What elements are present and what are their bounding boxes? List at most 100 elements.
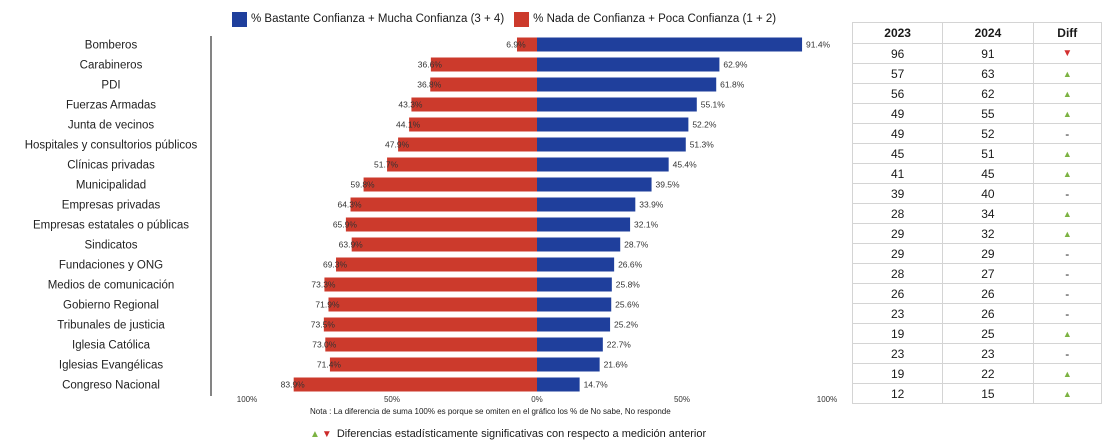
bar-label-no-confidence: 47.9%: [385, 140, 410, 150]
table-header-row: 2023 2024 Diff: [851, 22, 1103, 44]
cell-diff: -: [1032, 303, 1103, 324]
cell-2024: 51: [942, 143, 1034, 164]
bar-label-confidence: 22.7%: [607, 340, 632, 350]
category-label: Junta de vecinos: [68, 120, 155, 132]
bar-label-no-confidence: 64.3%: [337, 200, 362, 210]
bar-no-confidence: [351, 237, 537, 252]
table-row: 26 26-: [851, 283, 1103, 304]
bar-confidence: [537, 137, 686, 152]
bar-label-no-confidence: 71.4%: [317, 360, 342, 370]
bar-label-no-confidence: 59.8%: [351, 180, 376, 190]
chart-note: Nota : La diferencia de suma 100% es por…: [310, 407, 671, 416]
bar-label-confidence: 21.6%: [604, 360, 629, 370]
cell-2023: 28: [851, 203, 944, 224]
cell-2024: 32: [942, 223, 1034, 244]
cell-2023: 49: [851, 103, 944, 124]
bar-label-confidence: 33.9%: [639, 200, 664, 210]
cell-2023: 19: [851, 323, 944, 344]
bar-confidence: [537, 257, 615, 272]
cell-diff: ▲: [1032, 83, 1103, 104]
comparison-table: 2023 2024 Diff 96 91 ▼ 57 63 ▲ 56 62 ▲ 49 55 ▲ 49 52-…: [851, 22, 1103, 404]
down-arrow-icon: ▼: [321, 428, 332, 440]
bar-confidence: [537, 237, 621, 252]
bar-no-confidence: [350, 197, 537, 212]
bar-label-confidence: 52.2%: [692, 120, 717, 130]
cell-2023: 12: [851, 383, 944, 404]
bar-label-no-confidence: 73.3%: [311, 280, 336, 290]
bar-confidence: [537, 377, 580, 392]
table-row: 39 40-: [851, 183, 1103, 204]
cell-2023: 57: [851, 63, 944, 84]
bar-label-confidence: 28.7%: [624, 240, 649, 250]
x-tick-label: 50%: [384, 395, 400, 404]
cell-2024: 62: [942, 83, 1034, 104]
bar-label-no-confidence: 63.9%: [339, 240, 364, 250]
x-tick-label: 100%: [817, 395, 837, 404]
cell-2024: 15: [942, 383, 1034, 404]
table-row: 49 55 ▲: [851, 103, 1103, 124]
up-arrow-icon: ▲: [310, 428, 320, 440]
cell-diff: -: [1032, 123, 1103, 144]
bar-no-confidence: [430, 77, 537, 92]
bar-confidence: [537, 77, 717, 92]
bar-label-no-confidence: 69.3%: [323, 260, 348, 270]
bar-label-confidence: 25.2%: [614, 320, 639, 330]
table-row: 49 52-: [851, 123, 1103, 144]
bar-confidence: [537, 317, 611, 332]
category-label: Empresas privadas: [62, 200, 161, 212]
cell-diff: ▲: [1032, 163, 1103, 184]
bar-no-confidence: [329, 357, 537, 372]
bar-label-confidence: 62.9%: [723, 60, 748, 70]
table-row: 41 45 ▲: [851, 163, 1103, 184]
bar-label-confidence: 61.8%: [720, 80, 745, 90]
header-2023: 2023: [851, 22, 944, 44]
category-label: Iglesia Católica: [72, 340, 151, 352]
bar-no-confidence: [293, 377, 537, 392]
cell-2023: 19: [851, 363, 944, 384]
cell-2023: 96: [851, 43, 944, 64]
bar-confidence: [537, 37, 803, 52]
table-row: 12 15 ▲: [851, 383, 1103, 404]
bar-no-confidence: [324, 277, 537, 292]
cell-2023: 23: [851, 303, 944, 324]
table-row: 19 22 ▲: [851, 363, 1103, 384]
cell-2024: 29: [942, 243, 1034, 264]
cell-diff: -: [1032, 183, 1103, 204]
cell-diff: ▼: [1032, 43, 1103, 64]
bar-confidence: [537, 277, 612, 292]
cell-diff: -: [1032, 283, 1103, 304]
category-label: Sindicatos: [84, 240, 137, 252]
bar-confidence: [537, 217, 631, 232]
bar-label-no-confidence: 6.9%: [506, 40, 526, 50]
bar-no-confidence: [398, 137, 537, 152]
cell-diff: ▲: [1032, 383, 1103, 404]
category-label: Fuerzas Armadas: [66, 100, 156, 112]
cell-2024: 23: [942, 343, 1034, 364]
cell-2024: 34: [942, 203, 1034, 224]
bar-label-confidence: 45.4%: [673, 160, 698, 170]
table-row: 23 23-: [851, 343, 1103, 364]
category-label: Tribunales de justicia: [57, 320, 165, 332]
cell-2023: 26: [851, 283, 944, 304]
category-label: Bomberos: [85, 40, 138, 52]
cell-2023: 39: [851, 183, 944, 204]
cell-diff: ▲: [1032, 223, 1103, 244]
table-row: 23 26-: [851, 303, 1103, 324]
x-tick-label: 100%: [237, 395, 257, 404]
bar-confidence: [537, 337, 603, 352]
bar-label-confidence: 55.1%: [701, 100, 726, 110]
cell-2024: 26: [942, 303, 1034, 324]
cell-diff: ▲: [1032, 363, 1103, 384]
bar-label-confidence: 25.6%: [615, 300, 640, 310]
bar-label-confidence: 25.8%: [616, 280, 641, 290]
cell-diff: -: [1032, 243, 1103, 264]
cell-2023: 56: [851, 83, 944, 104]
table-row: 28 34 ▲: [851, 203, 1103, 224]
bar-no-confidence: [411, 97, 537, 112]
legend-item-confidence: % Bastante Confianza + Mucha Confianza (…: [232, 11, 504, 27]
cell-2023: 41: [851, 163, 944, 184]
category-label: Medios de comunicación: [48, 280, 175, 292]
cell-diff: ▲: [1032, 143, 1103, 164]
significance-legend: ▲ ▼ Diferencias estadísticamente signifi…: [310, 428, 706, 440]
